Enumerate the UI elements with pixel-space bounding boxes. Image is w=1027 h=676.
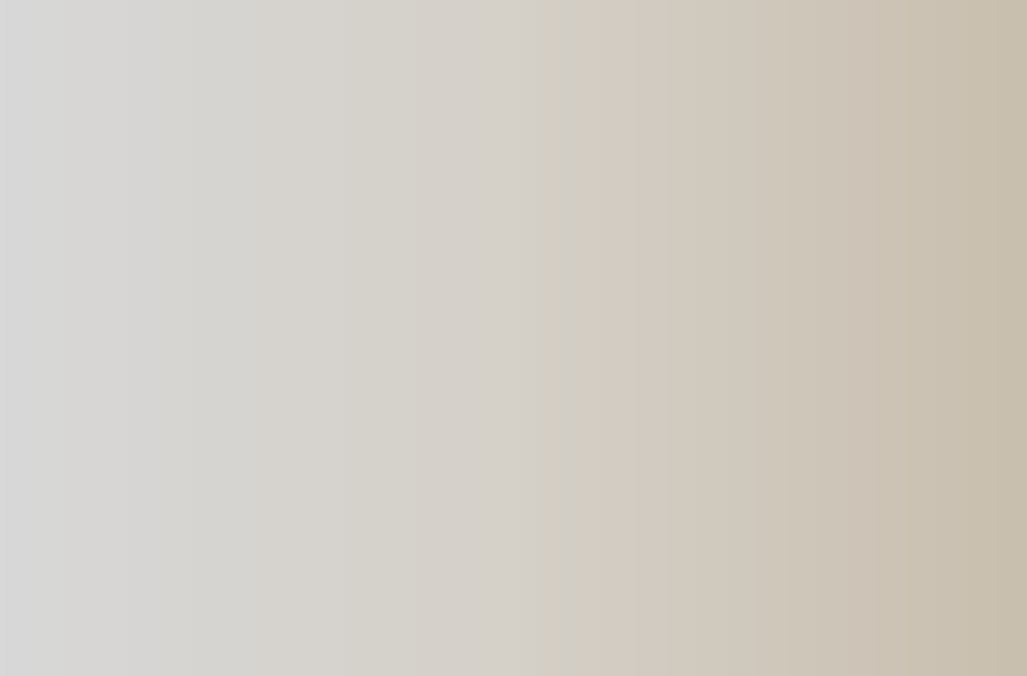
Text: equivalent resistance  B ,Calculate the current in the circuit   C, What is the : equivalent resistance B ,Calculate the c…	[60, 44, 826, 61]
Text: 23.  Discuss the use of a lightning conductor that is often fitted to the top of: 23. Discuss the use of a lightning condu…	[18, 354, 746, 371]
Text: current would flow through the 12 resistors?: current would flow through the 12 resist…	[60, 458, 433, 475]
Text: 15.  A 4Ω ,8Ω and 12Ω resistor   are connected in series  with a 24v battery.  A: 15. A 4Ω ,8Ω and 12Ω resistor are connec…	[18, 19, 794, 36]
Text: direction of the force that one charge exerts over  the other .: direction of the force that one charge e…	[60, 223, 569, 240]
Text: resistors: resistors	[60, 69, 131, 86]
Text: 27.  What will happen  when you connect an ammeter in parallel and a voltmeter i: 27. What will happen when you connect an…	[18, 510, 857, 527]
Text: 20.  Two charges q1=2μc and q2 =-4μc are placed  20cm apart .Determine the  magn: 20. Two charges q1=2μc and q2 =-4μc are …	[18, 196, 812, 213]
Text: 21.  Two equal charges of magnitude 1.1x 10⁷ c experience an electrostatic force: 21. Two equal charges of magnitude 1.1x …	[18, 250, 845, 267]
Text: circuit. Find the value of the resistance of the resistors .: circuit. Find the value of the resistanc…	[60, 406, 528, 423]
Text: 19.  Explain about the different methods of charging body.: 19. Explain about the different methods …	[18, 171, 504, 188]
Text: 26.  How many 176Ω, resistors (in parallel) are required to carry 5A on a 220v  : 26. How many 176Ω, resistors (in paralle…	[18, 485, 728, 502]
Text: 18.  State the law of conservation of charge.: 18. State the law of conservation of cha…	[18, 146, 387, 163]
Text: of the charge on each to see if one has twice the charge (of the opposite sign ): of the charge on each to see if one has …	[60, 327, 819, 344]
Text: 22.  Two spheres; 4.0cm apart ,attract each other with a force of 1.2x10⁹ N. Det: 22. Two spheres; 4.0cm apart ,attract ea…	[18, 302, 869, 319]
FancyBboxPatch shape	[0, 0, 842, 676]
Text: 25.  A battery of 9v is connected in series with resistors of 0.2Ω,0.3Ω,0.4Ω ,0.: 25. A battery of 9v is connected in seri…	[18, 433, 850, 450]
Text: 17.  State the safety measures to be taken to protect us from electrical acciden: 17. State the safety measures to be take…	[18, 121, 774, 138]
Text: 16.  List the devices used for measuring current and voltage.: 16. List the devices used for measuring …	[18, 96, 527, 113]
Text: 28.  What is a magnet?: 28. What is a magnet?	[18, 553, 210, 570]
Text: 24.  When 12v battery is connected across an unknown resistor , there is a curre: 24. When 12v battery is connected across…	[18, 381, 842, 398]
Text: far apart are the centers of the two charges?: far apart are the centers of the two cha…	[60, 275, 433, 292]
